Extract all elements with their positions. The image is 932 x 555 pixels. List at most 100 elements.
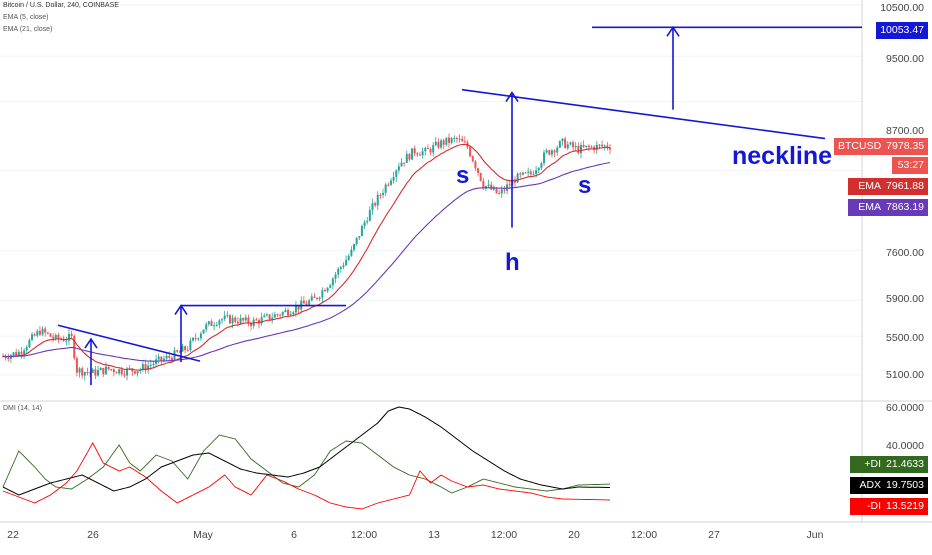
- candle-body: [519, 173, 522, 175]
- candle-body: [144, 364, 147, 371]
- candle-body: [540, 163, 543, 168]
- candle-body: [316, 297, 319, 299]
- candle-body: [112, 369, 115, 373]
- candle-body: [405, 153, 408, 163]
- candle-body: [384, 184, 387, 193]
- candle-body: [260, 317, 263, 324]
- candle-body: [197, 338, 200, 340]
- candle-body: [482, 180, 485, 189]
- candle-body: [524, 172, 527, 174]
- candle-body: [168, 355, 171, 358]
- candle-body: [218, 320, 221, 325]
- candle-body: [532, 174, 535, 176]
- plus-di-tag: +DI 21.4633: [850, 456, 928, 473]
- ema-fast-line: [2, 143, 611, 371]
- candle-body: [318, 297, 321, 299]
- ema-slow-tag-label: EMA: [858, 201, 882, 213]
- candle-body: [574, 145, 577, 148]
- candle-body: [609, 147, 611, 150]
- candle-body: [474, 161, 477, 169]
- candle-body: [543, 152, 546, 164]
- candle-body: [458, 138, 461, 140]
- candle-body: [566, 144, 569, 149]
- candle-body: [199, 333, 202, 339]
- candle-body: [582, 145, 585, 147]
- candle-body: [323, 290, 326, 292]
- price-tick: 5500.00: [886, 332, 924, 344]
- candle-body: [337, 268, 340, 275]
- candle-body: [572, 142, 575, 148]
- candle-body: [123, 374, 126, 376]
- candle-body: [81, 368, 84, 376]
- candle-body: [392, 177, 395, 181]
- candle-body: [52, 336, 55, 339]
- candle-body: [548, 150, 551, 155]
- candle-body: [17, 351, 20, 356]
- candle-body: [257, 320, 260, 324]
- candle-body: [334, 274, 337, 279]
- candle-body: [527, 171, 530, 173]
- candle-body: [448, 137, 451, 143]
- candle-body: [147, 365, 150, 371]
- candle-body: [305, 303, 308, 305]
- candle-body: [170, 357, 173, 361]
- candle-body: [110, 369, 113, 371]
- candle-body: [397, 166, 400, 171]
- candle-body: [178, 351, 181, 353]
- candle-body: [152, 364, 155, 366]
- price-tick: 7600.00: [886, 247, 924, 259]
- candle-body: [387, 184, 390, 186]
- candle-body: [529, 171, 532, 175]
- candle-body: [382, 192, 385, 195]
- candle-body: [162, 358, 165, 361]
- candle-body: [207, 321, 210, 325]
- candle-body: [210, 321, 213, 326]
- candle-body: [41, 328, 44, 335]
- price-tick: 9500.00: [886, 53, 924, 65]
- candle-body: [302, 300, 305, 304]
- adx-line: [2, 406, 610, 496]
- candle-body: [279, 314, 282, 316]
- adx-tag-label: ADX: [859, 479, 882, 491]
- candle-body: [89, 372, 92, 374]
- candle-body: [342, 265, 345, 268]
- candle-body: [104, 366, 107, 375]
- candle-body: [487, 184, 490, 186]
- candle-body: [426, 147, 429, 150]
- date-tick: 27: [708, 529, 720, 541]
- candle-body: [429, 149, 432, 153]
- date-tick: 12:00: [630, 529, 658, 541]
- candle-body: [205, 324, 208, 330]
- candle-body: [537, 167, 540, 171]
- candle-body: [516, 173, 519, 183]
- candle-body: [506, 184, 509, 191]
- candle-body: [141, 364, 144, 370]
- candle-body: [587, 145, 590, 148]
- candle-body: [213, 325, 216, 327]
- candle-body: [492, 187, 495, 190]
- first-breakout-arrow-head: [84, 337, 98, 349]
- btcusd-tag-label: BTCUSD: [838, 140, 882, 152]
- neckline-label: neckline: [732, 142, 833, 170]
- candle-body: [294, 305, 297, 313]
- candle-countdown-tag: 53:27: [892, 157, 928, 174]
- candle-body: [347, 255, 350, 260]
- candle-body: [601, 144, 604, 147]
- price-tick: 5900.00: [886, 293, 924, 305]
- adx-tag-value: 19.7503: [886, 479, 924, 491]
- candle-body: [107, 366, 110, 370]
- candle-body: [308, 300, 311, 305]
- date-tick: 26: [87, 529, 99, 541]
- candle-body: [461, 138, 464, 142]
- dmi-tick: 40.0000: [886, 440, 924, 452]
- candle-body: [73, 335, 76, 359]
- descending-trendline: [57, 324, 201, 362]
- candle-body: [23, 350, 26, 354]
- candle-body: [62, 339, 65, 342]
- date-tick: 12:00: [490, 529, 518, 541]
- candle-body: [479, 172, 482, 181]
- btcusd-tag-value: 7978.35: [886, 140, 925, 152]
- plus-di-line: [2, 434, 611, 494]
